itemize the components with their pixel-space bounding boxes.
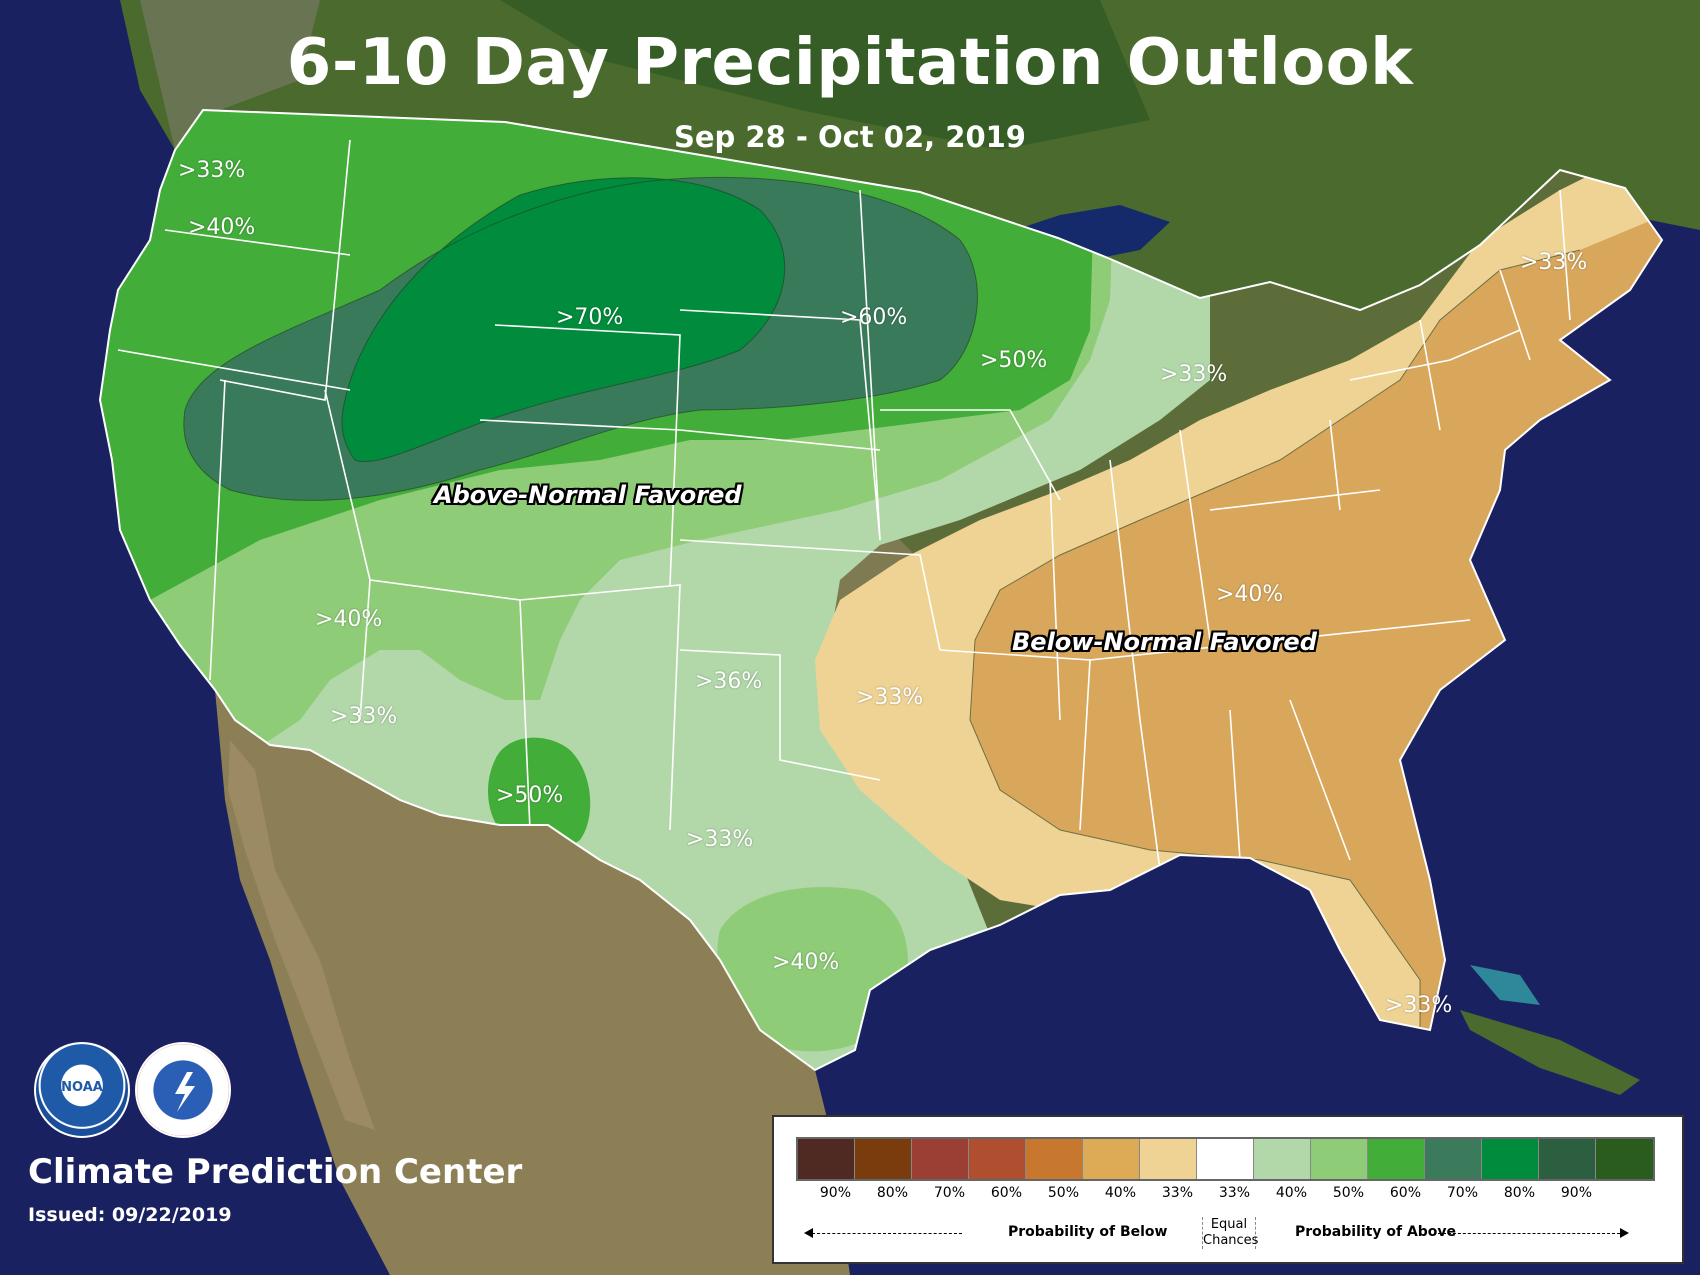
map-label-north-60: >60%: [840, 305, 908, 330]
nws-logo: [135, 1042, 231, 1138]
legend-tick-label: 50%: [1332, 1185, 1364, 1201]
legend-swatches: [796, 1137, 1655, 1181]
above-caption: Probability of Above: [1295, 1224, 1457, 1240]
map-label-sw-40: >40%: [315, 607, 383, 632]
legend-swatch: [1083, 1139, 1140, 1179]
equal-chances-label: Equal Chances: [1202, 1217, 1259, 1249]
bahamas: [1470, 965, 1540, 1005]
legend-swatch: [1197, 1139, 1254, 1179]
contour-60-outline: [183, 177, 978, 501]
map-label-tx-33: >33%: [686, 827, 754, 852]
map-label-ne-33: >33%: [1520, 250, 1588, 275]
map-label-ky-40: >40%: [1216, 582, 1284, 607]
rockies: [140, 0, 320, 150]
above-70-region: [342, 177, 785, 462]
state-borders: [117, 139, 1571, 871]
noaa-logo-text: NOAA: [61, 1080, 103, 1095]
nws-lightning-icon: [175, 1072, 195, 1112]
legend-swatch: [1368, 1139, 1425, 1179]
left-arrow-line: [812, 1233, 962, 1234]
contour-70-outline: [341, 177, 786, 462]
map-label-nw-40: >40%: [188, 215, 256, 240]
legend-tick-label: 40%: [1275, 1185, 1307, 1201]
map-label-wi-50: >50%: [980, 348, 1048, 373]
map-label-mi-33: >33%: [1160, 362, 1228, 387]
legend-tick-label: 60%: [1389, 1185, 1421, 1201]
map-label-az-33: >33%: [330, 704, 398, 729]
legend-swatch: [1311, 1139, 1368, 1179]
us-outline: [98, 108, 1664, 1072]
below-caption: Probability of Below: [1008, 1224, 1168, 1240]
legend-tick-label: 33%: [1161, 1185, 1193, 1201]
legend-tick-label: 33%: [1218, 1185, 1250, 1201]
legend-swatch: [798, 1139, 855, 1179]
legend-tick-label: 70%: [1446, 1185, 1478, 1201]
legend-swatch: [912, 1139, 969, 1179]
map-label-ar-33: >33%: [856, 685, 924, 710]
equal-line2: Chances: [1203, 1233, 1259, 1248]
left-arrow-icon: [804, 1228, 813, 1238]
noaa-logo: NOAA: [34, 1042, 130, 1138]
above-40-texas: [717, 886, 908, 1052]
canada-forest: [500, 0, 1150, 150]
legend-tick-label: 90%: [1560, 1185, 1592, 1201]
legend-tick-label: 70%: [933, 1185, 965, 1201]
organization-name: Climate Prediction Center: [28, 1152, 523, 1192]
canada-land: [120, 0, 1700, 310]
map-label-nm-50: >50%: [496, 783, 564, 808]
contour-below-40-outline: [969, 249, 1581, 1070]
legend-swatch: [1539, 1139, 1596, 1179]
below-normal-label: Below-Normal Favored: [1012, 628, 1317, 656]
legend-tick-label: 60%: [990, 1185, 1022, 1201]
legend-swatch: [1026, 1139, 1083, 1179]
legend-swatch: [1482, 1139, 1539, 1179]
cuba: [1460, 1010, 1640, 1095]
map-label-north-70: >70%: [556, 305, 624, 330]
above-50-nm: [488, 737, 591, 849]
legend-tick-label: 80%: [1503, 1185, 1535, 1201]
issued-date: Issued: 09/22/2019: [28, 1204, 232, 1226]
legend-tick-label: 40%: [1104, 1185, 1136, 1201]
map-label-tx-40: >40%: [772, 950, 840, 975]
legend-swatch: [1596, 1139, 1653, 1179]
legend-tick-label: 80%: [876, 1185, 908, 1201]
legend-ticks: 90% 80% 70% 60% 50% 40% 33% 33% 40% 50% 60% 70% 80% 9…: [796, 1185, 1594, 1201]
legend-tick-label: 50%: [1047, 1185, 1079, 1201]
legend-swatch: [855, 1139, 912, 1179]
map-label-nw-33: >33%: [178, 158, 246, 183]
legend: 90% 80% 70% 60% 50% 40% 33% 33% 40% 50% 60% 70% 80% 9…: [772, 1115, 1684, 1264]
legend-swatch: [1140, 1139, 1197, 1179]
legend-swatch: [1254, 1139, 1311, 1179]
baja: [228, 740, 375, 1130]
legend-swatch: [1425, 1139, 1482, 1179]
right-arrow-icon: [1620, 1228, 1629, 1238]
map-label-fl-33: >33%: [1385, 993, 1453, 1018]
legend-tick-label: 90%: [819, 1185, 851, 1201]
right-arrow-line: [1438, 1233, 1620, 1234]
above-normal-label: Above-Normal Favored: [434, 481, 742, 509]
page-title: 6-10 Day Precipitation Outlook: [286, 26, 1414, 100]
map-label-ok-36: >36%: [695, 669, 763, 694]
legend-swatch: [969, 1139, 1026, 1179]
equal-line1: Equal: [1210, 1217, 1248, 1232]
date-range: Sep 28 - Oct 02, 2019: [674, 120, 1026, 154]
